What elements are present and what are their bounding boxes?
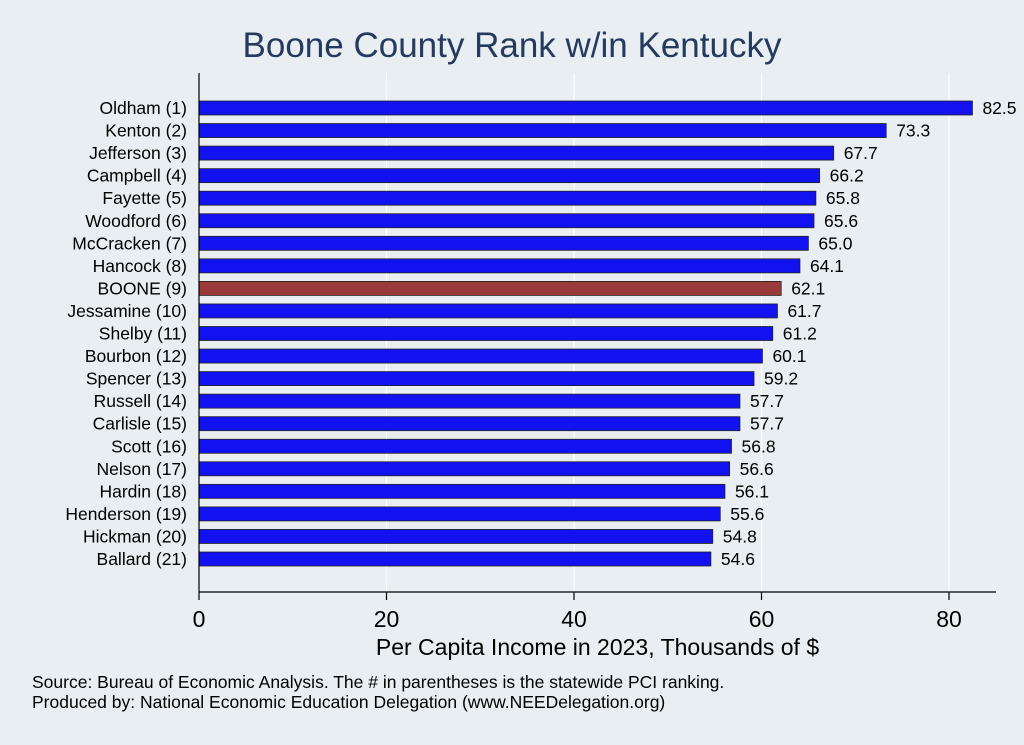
bar: [198, 393, 741, 409]
bars: [198, 100, 973, 567]
bar: [198, 168, 821, 184]
bar: [198, 348, 763, 364]
x-tick-label: 80: [936, 606, 962, 632]
value-label: 60.1: [772, 346, 806, 366]
bar: [198, 326, 774, 341]
value-label: 57.7: [750, 414, 784, 434]
category-label: McCracken (7): [72, 233, 187, 253]
bar: [198, 438, 732, 454]
value-label: 65.8: [826, 188, 860, 208]
value-label: 56.6: [740, 459, 774, 479]
category-label: Russell (14): [94, 391, 187, 411]
bar: [198, 483, 726, 499]
value-label: 82.5: [982, 98, 1016, 118]
bar: [198, 280, 782, 296]
category-label: BOONE (9): [98, 278, 187, 298]
category-label: Hickman (20): [83, 526, 187, 546]
producer-note: Produced by: National Economic Education…: [32, 692, 666, 712]
value-label: 67.7: [844, 143, 878, 163]
category-label: Nelson (17): [97, 459, 187, 479]
bar: [198, 190, 817, 206]
value-label: 54.8: [723, 526, 757, 546]
value-label: 56.1: [735, 481, 769, 501]
value-label: 66.2: [830, 166, 864, 186]
category-label: Henderson (19): [65, 504, 187, 524]
bar: [198, 258, 801, 274]
value-label: 55.6: [730, 504, 764, 524]
x-tick-label: 40: [561, 606, 587, 632]
category-label: Shelby (11): [99, 324, 187, 344]
axes: 0 20 40 60 80 Per Capita Income in 2023, Thou…: [193, 73, 996, 660]
value-label: 62.1: [791, 278, 825, 298]
category-label: Spencer (13): [86, 369, 187, 389]
bar: [198, 123, 887, 138]
category-label: Carlisle (15): [93, 414, 187, 434]
category-label: Kenton (2): [105, 121, 187, 141]
category-label: Hancock (8): [93, 256, 187, 276]
category-label: Campbell (4): [87, 166, 187, 186]
labels: Oldham (1) 82.5 Kenton (2) 73.3 Jefferson (3…: [65, 98, 1016, 569]
bar: [198, 551, 712, 567]
category-label: Oldham (1): [99, 98, 187, 118]
category-label: Fayette (5): [102, 188, 187, 208]
value-label: 56.8: [742, 436, 776, 456]
category-label: Scott (16): [111, 436, 187, 456]
bar: [198, 461, 731, 477]
value-label: 59.2: [764, 369, 798, 389]
value-label: 65.0: [818, 233, 852, 253]
value-label: 61.2: [783, 324, 817, 344]
bar: [198, 506, 721, 522]
bar: [198, 100, 973, 116]
x-tick-label: 60: [749, 606, 775, 632]
category-label: Bourbon (12): [85, 346, 187, 366]
bar: [198, 529, 714, 544]
bar: [198, 213, 815, 229]
value-label: 65.6: [824, 211, 858, 231]
x-tick-label: 20: [374, 606, 400, 632]
chart-title: Boone County Rank w/in Kentucky: [242, 26, 782, 65]
x-tick-label: 0: [193, 606, 206, 632]
value-label: 54.6: [721, 549, 755, 569]
bar: [198, 416, 741, 432]
category-label: Jefferson (3): [89, 143, 187, 163]
bar: [198, 145, 835, 161]
value-label: 73.3: [896, 121, 930, 141]
value-label: 64.1: [810, 256, 844, 276]
source-note: Source: Bureau of Economic Analysis. The…: [32, 672, 725, 692]
x-axis-label: Per Capita Income in 2023, Thousands of …: [376, 634, 819, 660]
bar: [198, 235, 809, 251]
bar: [198, 371, 755, 387]
category-label: Hardin (18): [99, 481, 187, 501]
value-label: 61.7: [787, 301, 821, 321]
bar: [198, 303, 778, 319]
category-label: Jessamine (10): [67, 301, 187, 321]
category-label: Ballard (21): [97, 549, 187, 569]
category-label: Woodford (6): [85, 211, 187, 231]
value-label: 57.7: [750, 391, 784, 411]
